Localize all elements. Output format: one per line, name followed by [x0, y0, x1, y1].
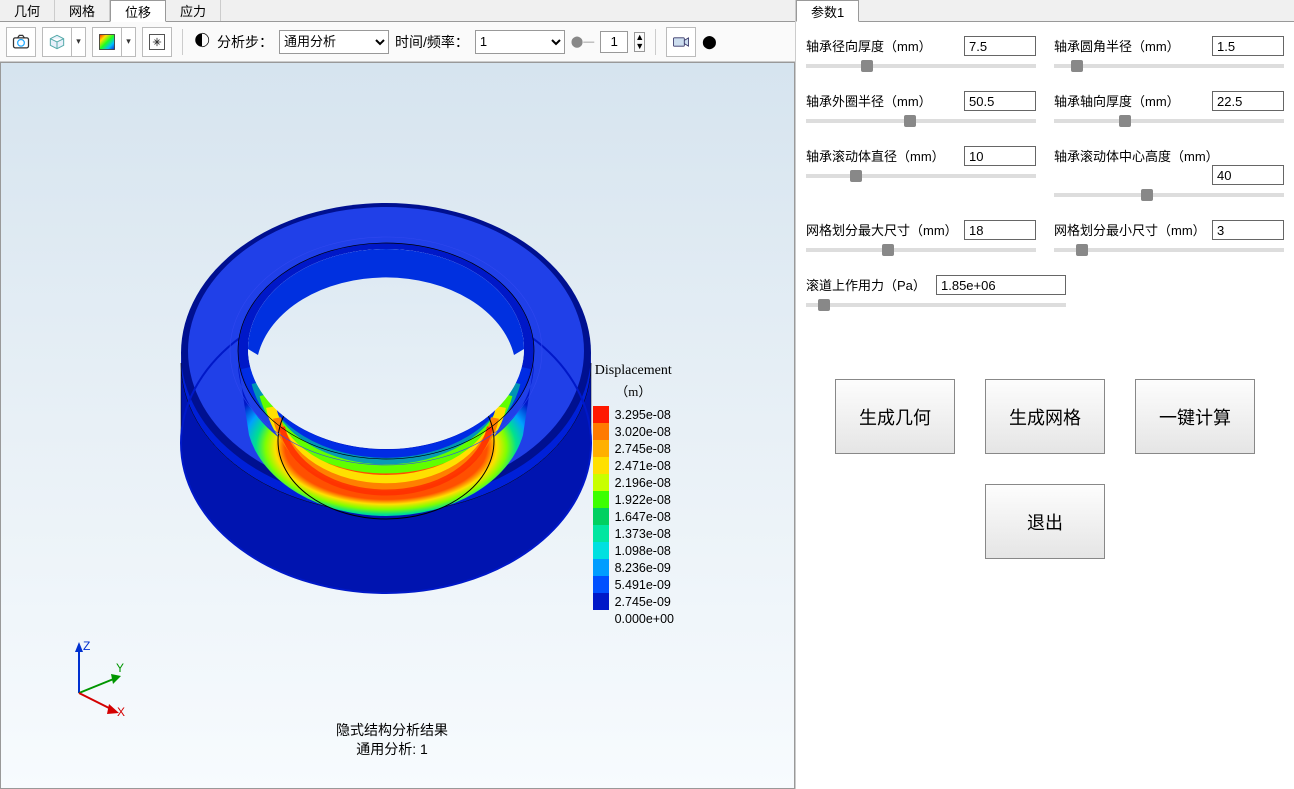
param-label: 网格划分最小尺寸（mm）	[1054, 220, 1206, 239]
param-slider[interactable]	[806, 119, 1036, 123]
bearing-ring-contour	[171, 183, 601, 653]
legend-row: 5.491e-09	[593, 576, 674, 593]
param-slider[interactable]	[806, 248, 1036, 252]
legend-row: 1.098e-08	[593, 542, 674, 559]
left-tabs: 几何网格位移应力	[0, 0, 795, 22]
exit-button[interactable]: 退出	[985, 484, 1105, 559]
param-label: 轴承外圈半径（mm）	[806, 91, 932, 110]
param-input[interactable]	[964, 146, 1036, 166]
param-网格划分最小尺寸（mm）: 网格划分最小尺寸（mm）	[1054, 220, 1284, 255]
analysis-step-select[interactable]: 通用分析	[279, 30, 389, 54]
tab-网格[interactable]: 网格	[55, 0, 110, 21]
legend-row: 2.471e-08	[593, 457, 674, 474]
cube-icon[interactable]	[42, 27, 72, 57]
legend-row: 3.295e-08	[593, 406, 674, 423]
param-input[interactable]	[936, 275, 1066, 295]
param-input[interactable]	[1212, 91, 1284, 111]
legend-row: 3.020e-08	[593, 423, 674, 440]
param-slider[interactable]	[1054, 119, 1284, 123]
param-label: 网格划分最大尺寸（mm）	[806, 220, 958, 239]
step-spinner[interactable]: ▲▼	[634, 32, 645, 52]
legend-row: 1.922e-08	[593, 491, 674, 508]
parameters-panel: 轴承径向厚度（mm） 轴承圆角半径（mm） 轴承外圈半径（mm） 轴承轴向厚度（mm）…	[796, 22, 1294, 344]
compute-button[interactable]: 一键计算	[1135, 379, 1255, 454]
param-轴承滚动体中心高度（mm）: 轴承滚动体中心高度（mm）	[1054, 146, 1284, 200]
param-label: 滚道上作用力（Pa）	[806, 275, 926, 294]
param-slider[interactable]	[806, 64, 1036, 68]
color-legend: Displacement （m） 3.295e-083.020e-082.745…	[593, 363, 674, 627]
colormap-icon[interactable]	[92, 27, 122, 57]
tab-params1[interactable]: 参数1	[796, 0, 859, 22]
param-轴承轴向厚度（mm）: 轴承轴向厚度（mm）	[1054, 91, 1284, 126]
param-input[interactable]	[1212, 165, 1284, 185]
fit-view-icon[interactable]	[142, 27, 172, 57]
param-轴承滚动体直径（mm）: 轴承滚动体直径（mm）	[806, 146, 1036, 200]
tab-位移[interactable]: 位移	[110, 0, 166, 22]
param-轴承径向厚度（mm）: 轴承径向厚度（mm）	[806, 36, 1036, 71]
result-title: 隐式结构分析结果 通用分析: 1	[336, 721, 448, 760]
time-freq-select[interactable]: 1	[475, 30, 565, 54]
param-slider[interactable]	[806, 174, 1036, 178]
svg-text:Y: Y	[116, 661, 124, 675]
video-camera-icon[interactable]	[666, 27, 696, 57]
svg-text:X: X	[117, 705, 125, 718]
link-icon[interactable]: ⬤—	[571, 35, 594, 48]
param-slider[interactable]	[1054, 193, 1284, 197]
legend-row: 0.000e+00	[593, 610, 674, 627]
param-input[interactable]	[964, 36, 1036, 56]
param-force: 滚道上作用力（Pa）	[806, 275, 1066, 310]
param-slider[interactable]	[1054, 248, 1284, 252]
main-toolbar: ▾ ▾ 分析步： 通用分析 时间/频率： 1 ⬤— ▲▼ ⬤	[0, 22, 795, 62]
param-label: 轴承径向厚度（mm）	[806, 36, 932, 55]
legend-row: 2.196e-08	[593, 474, 674, 491]
half-circle-icon	[193, 31, 211, 52]
colormap-dropdown[interactable]: ▾	[122, 27, 136, 57]
tab-几何[interactable]: 几何	[0, 0, 55, 21]
param-input[interactable]	[964, 91, 1036, 111]
generate-geometry-button[interactable]: 生成几何	[835, 379, 955, 454]
param-input[interactable]	[1212, 220, 1284, 240]
svg-text:Z: Z	[83, 639, 90, 653]
legend-row: 8.236e-09	[593, 559, 674, 576]
right-tabs: 参数1	[796, 0, 1294, 22]
record-icon[interactable]: ⬤	[702, 34, 717, 50]
param-input[interactable]	[1212, 36, 1284, 56]
legend-row: 2.745e-09	[593, 593, 674, 610]
param-input[interactable]	[964, 220, 1036, 240]
param-轴承外圈半径（mm）: 轴承外圈半径（mm）	[806, 91, 1036, 126]
3d-viewport[interactable]: Z Y X 隐式结构分析结果 通用分析: 1 Displacement （m） …	[0, 62, 795, 789]
camera-icon[interactable]	[6, 27, 36, 57]
action-buttons: 生成几何 生成网格 一键计算 退出	[796, 369, 1294, 569]
param-网格划分最大尺寸（mm）: 网格划分最大尺寸（mm）	[806, 220, 1036, 255]
analysis-step-label: 分析步：	[217, 32, 273, 52]
param-label: 轴承轴向厚度（mm）	[1054, 91, 1180, 110]
param-slider[interactable]	[1054, 64, 1284, 68]
param-轴承圆角半径（mm）: 轴承圆角半径（mm）	[1054, 36, 1284, 71]
param-label: 轴承圆角半径（mm）	[1054, 36, 1180, 55]
legend-row: 1.647e-08	[593, 508, 674, 525]
param-label: 轴承滚动体中心高度（mm）	[1054, 146, 1219, 165]
param-label: 轴承滚动体直径（mm）	[806, 146, 945, 165]
legend-row: 2.745e-08	[593, 440, 674, 457]
cube-dropdown[interactable]: ▾	[72, 27, 86, 57]
step-number-input[interactable]	[600, 31, 628, 53]
generate-mesh-button[interactable]: 生成网格	[985, 379, 1105, 454]
legend-row: 1.373e-08	[593, 525, 674, 542]
axis-gizmo-icon: Z Y X	[61, 638, 141, 718]
tab-应力[interactable]: 应力	[166, 0, 221, 21]
time-freq-label: 时间/频率：	[395, 32, 469, 52]
param-slider[interactable]	[806, 303, 1066, 307]
